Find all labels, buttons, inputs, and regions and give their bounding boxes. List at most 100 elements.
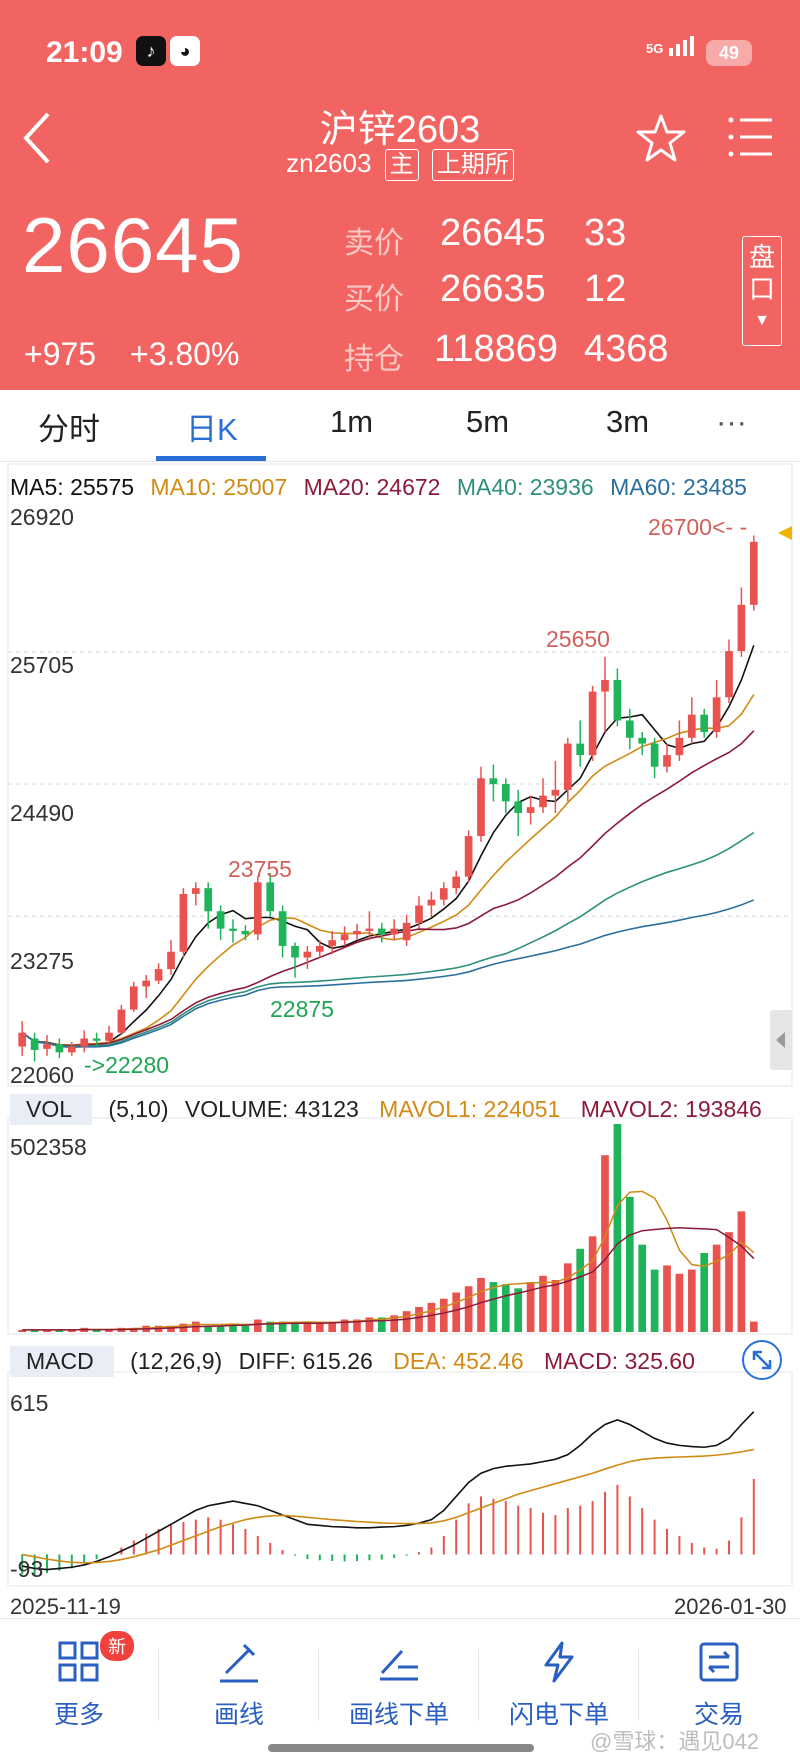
price-tick-2: 25705 (10, 652, 74, 678)
volume-bar (563, 1263, 572, 1332)
more-button[interactable]: 新 更多 (4, 1631, 154, 1731)
candle-body (390, 928, 399, 935)
volume-bar (452, 1292, 461, 1332)
candle-body (117, 1009, 126, 1033)
volume-bar (67, 1329, 76, 1332)
volume-params: (5,10) (108, 1096, 169, 1122)
volume-indicator-selector[interactable]: VOL (10, 1094, 93, 1125)
volume-bar (712, 1244, 721, 1332)
candle-body (576, 743, 585, 756)
candle-body (601, 679, 609, 692)
draw-line-order-button[interactable]: 画线下单 (324, 1631, 474, 1731)
tab-intraday[interactable]: 分时 (38, 412, 100, 447)
open-interest-label: 持仓 (344, 343, 404, 376)
volume-header: VOL (5,10) VOLUME: 43123 MAVOL1: 224051 … (10, 1094, 762, 1125)
volume-bars (18, 1124, 758, 1332)
ask-volume: 33 (584, 212, 627, 254)
exchange-icon (699, 1642, 739, 1682)
flash-order-button[interactable]: 闪电下单 (484, 1631, 634, 1731)
favorite-button[interactable] (634, 112, 688, 166)
diff-value: DIFF: 615.26 (238, 1348, 373, 1374)
nav-separator (158, 1649, 159, 1721)
mavol1-value: MAVOL1: 224051 (379, 1096, 561, 1122)
candle-body (340, 934, 349, 941)
candle-body (43, 1044, 51, 1049)
volume-bar (328, 1321, 337, 1332)
ma40-value: MA40: 23936 (456, 474, 594, 500)
candle-body (464, 836, 473, 877)
ma-lines (21, 645, 755, 1049)
status-time: 21:09 (46, 36, 123, 69)
contract-subtitle: zn2603 主 上期所 (0, 148, 800, 181)
volume-bar (663, 1265, 671, 1332)
volume-bar (303, 1323, 312, 1332)
price-tick-5: 22060 (10, 1062, 74, 1088)
period-tabs: 分时 日K 1m 5m 3m ··· (0, 390, 800, 462)
candle-body (725, 651, 733, 698)
volume-bar (477, 1277, 485, 1332)
candle-body (253, 882, 262, 935)
menu-button[interactable] (726, 114, 776, 160)
candle-body (514, 801, 523, 813)
dea-value: DEA: 452.46 (393, 1348, 524, 1374)
volume-bar (204, 1325, 213, 1332)
volume-bar (253, 1319, 262, 1332)
tab-more[interactable]: ··· (716, 404, 747, 439)
candle-body (80, 1038, 89, 1047)
new-badge: 新 (100, 1631, 134, 1661)
order-book-button[interactable]: 盘 口 ▼ (742, 236, 782, 346)
last-price: 26645 (22, 201, 244, 289)
ma60-line (21, 899, 755, 1049)
grid-icon (58, 1641, 99, 1682)
candle-body (427, 899, 436, 906)
tab-1m[interactable]: 1m (330, 404, 374, 439)
volume-bar (625, 1196, 634, 1332)
bottom-toolbar: 新 更多 画线 画线下单 闪电下单 (0, 1618, 800, 1761)
volume-bar (241, 1325, 250, 1332)
candle-body (563, 743, 572, 790)
contract-title: 沪锌2603 (319, 109, 481, 151)
candles (18, 535, 758, 1062)
candle-body (291, 945, 299, 958)
low-annotation-22875: 22875 (270, 996, 334, 1022)
back-button[interactable] (18, 108, 68, 168)
order-book-label-2: 口 (748, 274, 775, 304)
tab-daily-k[interactable]: 日K (186, 412, 238, 447)
volume-bar (576, 1248, 585, 1332)
volume-bar (514, 1288, 523, 1332)
peak-annotation-23755: 23755 (228, 856, 292, 882)
candle-body (191, 888, 200, 894)
tab-5m[interactable]: 5m (466, 404, 510, 439)
trade-button[interactable]: 交易 (644, 1631, 794, 1731)
macd-value: MACD: 325.60 (544, 1348, 695, 1374)
volume-bar (315, 1321, 324, 1332)
volume-bar (390, 1315, 399, 1332)
candle-body (328, 940, 337, 946)
volume-bar (43, 1329, 51, 1332)
draw-line-button[interactable]: 画线 (164, 1631, 314, 1731)
candle-body (179, 893, 188, 952)
candle-body (229, 928, 237, 931)
candle-body (154, 969, 163, 981)
peak-annotation-25650: 25650 (546, 626, 610, 652)
macd-indicator-selector[interactable]: MACD (10, 1346, 114, 1377)
candle-body (700, 714, 709, 733)
current-price-marker-icon (778, 526, 792, 540)
mavol2-line (22, 1227, 755, 1331)
volume-bar (526, 1282, 535, 1332)
volume-bar (749, 1321, 758, 1332)
candle-body (18, 1032, 27, 1047)
volume-bar (55, 1329, 64, 1332)
kline-chart[interactable] (0, 0, 800, 1620)
candle-body (539, 795, 547, 808)
candle-body (588, 691, 597, 756)
fullscreen-button[interactable] (742, 1340, 782, 1380)
candle-body (712, 697, 721, 733)
volume-bar (737, 1211, 746, 1332)
ma5-line (21, 645, 755, 1048)
price-tick-4: 23275 (10, 948, 74, 974)
volume-panel-frame (7, 1117, 793, 1335)
candle-body (749, 541, 758, 605)
tab-3m[interactable]: 3m (606, 404, 650, 439)
collapse-handle[interactable] (770, 1010, 792, 1070)
